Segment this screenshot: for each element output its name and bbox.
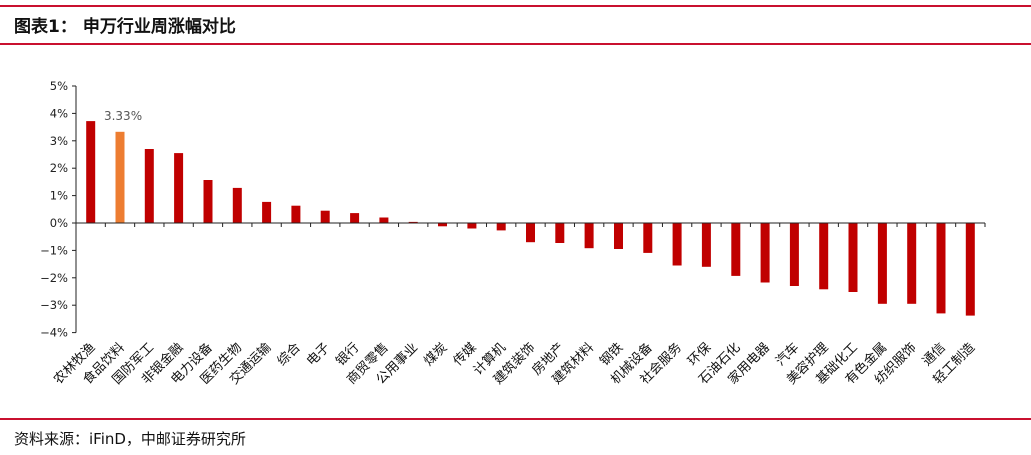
bar-16 (526, 223, 535, 243)
bar-1 (86, 121, 96, 223)
category-label: 电子 (304, 340, 333, 369)
bar-17 (555, 223, 565, 243)
bar-20 (643, 223, 653, 253)
bar-30 (936, 223, 946, 314)
category-label: 综合 (275, 340, 304, 369)
bar-28 (877, 223, 887, 304)
bar-24 (760, 223, 770, 283)
bar-11 (379, 217, 389, 223)
bar-4 (174, 153, 184, 223)
bar-14 (467, 223, 477, 229)
y-tick-label: −1% (40, 243, 68, 257)
y-tick-label: 3% (50, 134, 68, 148)
y-tick-label: 4% (50, 106, 68, 120)
bar-10 (350, 213, 360, 223)
bar-15 (496, 223, 506, 231)
bar-5 (203, 180, 213, 223)
bar-26 (819, 223, 829, 290)
y-tick-label: 5% (50, 79, 68, 93)
top-rule (0, 5, 1031, 7)
data-label: 3.33% (104, 109, 142, 123)
source-note: 资料来源：iFinD，中邮证券研究所 (14, 430, 246, 448)
figure-title-text: 申万行业周涨幅对比 (82, 17, 236, 37)
title-rule (0, 43, 1031, 45)
figure-title: 图表1： 申万行业周涨幅对比 (14, 12, 236, 37)
bar-31 (965, 223, 975, 316)
bar-25 (789, 223, 799, 286)
bar-12 (408, 221, 418, 223)
y-tick-label: 2% (50, 161, 68, 175)
bar-7 (262, 201, 272, 223)
bar-2 (115, 131, 125, 223)
category-label: 煤炭 (421, 340, 450, 369)
bar-19 (614, 223, 623, 249)
y-tick-label: 0% (50, 216, 68, 230)
figure-label: 图表1： (14, 17, 77, 37)
bar-23 (731, 223, 741, 276)
bar-9 (320, 210, 330, 223)
bar-21 (672, 223, 682, 266)
y-tick-label: 1% (50, 189, 68, 203)
bar-18 (584, 223, 594, 249)
bar-6 (232, 187, 242, 223)
bar-13 (438, 223, 447, 227)
bar-29 (907, 223, 917, 304)
bar-3 (144, 149, 154, 223)
y-tick-label: −2% (40, 271, 68, 285)
bottom-rule (0, 418, 1031, 420)
bar-8 (291, 205, 301, 223)
bar-27 (848, 223, 858, 292)
y-tick-label: −3% (40, 298, 68, 312)
y-tick-label: −4% (40, 326, 68, 340)
bar-22 (701, 223, 711, 267)
